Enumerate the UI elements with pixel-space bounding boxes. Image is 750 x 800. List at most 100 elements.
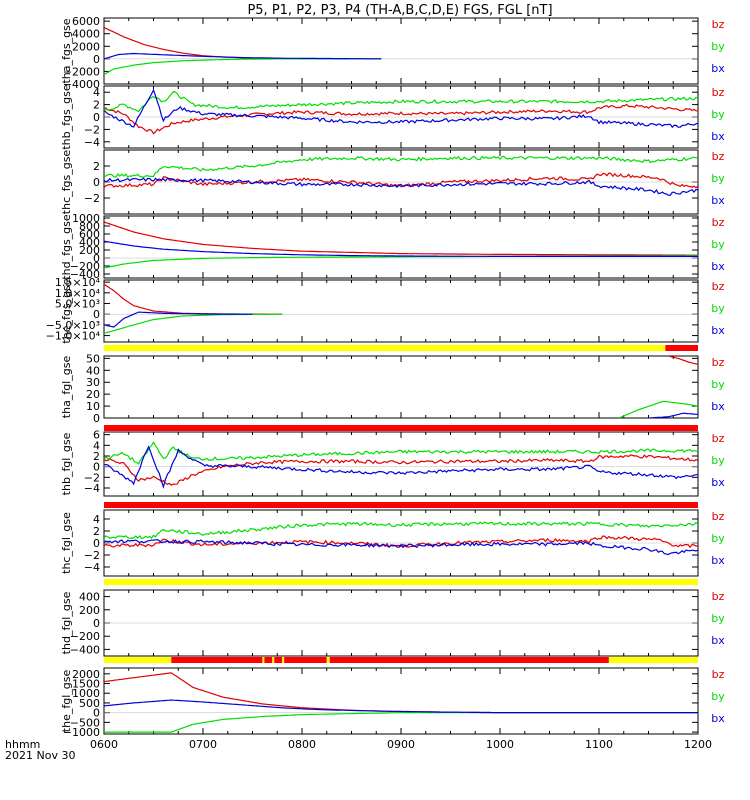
- y-tick-label: 4: [93, 86, 100, 99]
- flag-segment-red: [264, 657, 273, 663]
- flag-bars-group: [104, 345, 698, 663]
- y-tick-label: 6: [93, 429, 100, 442]
- series-by-line: [104, 441, 698, 465]
- time-label: hhmm: [5, 738, 40, 751]
- y-tick-label: 2: [93, 525, 100, 538]
- panel-frame: [103, 215, 699, 279]
- y-tick-label: 200: [79, 604, 100, 617]
- flag-segment-yellow: [104, 657, 172, 663]
- series-bz-line: [668, 356, 698, 365]
- series-by-line: [104, 155, 698, 179]
- series-bz-line: [104, 454, 698, 486]
- y-tick-label: 400: [79, 236, 100, 249]
- legend-bz: bz: [712, 668, 725, 681]
- panel-thc_fgl_gse: 420−2−4 thc_fgl_gse bz by bx: [60, 509, 725, 577]
- y-tick-label: 6000: [72, 15, 100, 28]
- y-tick-label: 20: [86, 388, 100, 401]
- y-tick-label: −4000: [63, 78, 100, 91]
- x-tick-label: 1100: [585, 738, 613, 751]
- x-tick-label: 1000: [486, 738, 514, 751]
- flag-segment-red: [284, 657, 327, 663]
- y-tick-label: 0: [93, 176, 100, 189]
- legend-bx: bx: [711, 194, 725, 207]
- series-bz-line: [104, 221, 698, 256]
- flag-segment-red: [171, 657, 263, 663]
- flag-segment-red: [104, 425, 698, 431]
- legend-by: by: [711, 532, 725, 545]
- flag-segment-yellow: [608, 657, 698, 663]
- legend-by: by: [711, 454, 725, 467]
- legend-bx: bx: [711, 400, 725, 413]
- y-tick-label: 0: [93, 53, 100, 66]
- y-axis-label: thd_fgl_gse: [60, 591, 73, 654]
- panel-frame: [103, 355, 699, 419]
- y-tick-label: 50: [86, 352, 100, 365]
- legend-by: by: [711, 238, 725, 251]
- flag-segment-red: [274, 657, 283, 663]
- y-tick-label: 4: [93, 513, 100, 526]
- legend-bz: bz: [712, 86, 725, 99]
- legend-bz: bz: [712, 280, 725, 293]
- series-by-line: [104, 91, 698, 113]
- legend-by: by: [711, 378, 725, 391]
- legend-bz: bz: [712, 356, 725, 369]
- series-bz-line: [104, 283, 283, 315]
- y-tick-label: 800: [79, 220, 100, 233]
- y-tick-label: −1000: [63, 726, 100, 739]
- y-tick-label: −200: [70, 260, 100, 273]
- y-axis-label: thc_fgl_gse: [60, 512, 73, 574]
- y-tick-label: −2: [84, 471, 100, 484]
- flag-segment-red: [329, 657, 609, 663]
- y-axis-label: the_fgs_gse: [60, 278, 73, 343]
- legend-bx: bx: [711, 554, 725, 567]
- y-axis-label: thb_fgl_gse: [60, 432, 73, 495]
- legend-by: by: [711, 172, 725, 185]
- y-tick-label: 200: [79, 244, 100, 257]
- series-bx-line: [104, 177, 698, 196]
- series-by-line: [618, 400, 698, 418]
- y-tick-label: 1.0×10⁴: [55, 287, 101, 300]
- y-tick-label: 0: [93, 308, 100, 321]
- y-tick-label: 2000: [72, 40, 100, 53]
- series-bz-line: [104, 103, 698, 135]
- series-by-line: [104, 521, 698, 540]
- y-tick-label: 0: [93, 537, 100, 550]
- series-bx-line: [104, 699, 698, 714]
- y-tick-label: −200: [70, 630, 100, 643]
- y-tick-label: −2: [84, 123, 100, 136]
- legend-by: by: [711, 612, 725, 625]
- flag-segment-yellow: [272, 657, 275, 663]
- series-bz-line: [104, 672, 698, 714]
- y-tick-label: 1000: [72, 212, 100, 225]
- panel-thc_fgs_gse: 2 0 −2 thc_fgs_gse bz by bx: [60, 149, 725, 215]
- series-bz-line: [104, 535, 698, 549]
- legend-by: by: [711, 40, 725, 53]
- legend-bx: bx: [711, 260, 725, 273]
- x-tick-label: 0800: [288, 738, 316, 751]
- y-tick-label: −4: [84, 482, 100, 495]
- series-by-line: [104, 255, 698, 269]
- y-tick-label: 0: [93, 617, 100, 630]
- y-tick-label: 2: [93, 450, 100, 463]
- y-tick-label: 2: [93, 160, 100, 173]
- x-axis: 0600 0700 0800 0900 1000 1100 1200: [90, 738, 712, 751]
- legend-bx: bx: [711, 324, 725, 337]
- x-tick-label: 0600: [90, 738, 118, 751]
- y-tick-label: −500: [70, 716, 100, 729]
- flag-segment-yellow: [326, 657, 330, 663]
- legend-bx: bx: [711, 476, 725, 489]
- y-tick-label: −400: [70, 643, 100, 656]
- flag-segment-yellow: [104, 579, 698, 585]
- y-tick-label: 5.0×10³: [55, 298, 100, 311]
- series-bx-line: [104, 445, 698, 490]
- y-tick-label: 1000: [72, 687, 100, 700]
- y-tick-label: −5.0×10³: [46, 319, 100, 332]
- legend-bz: bz: [712, 510, 725, 523]
- y-axis-label: thd_fgs_gse: [60, 214, 73, 280]
